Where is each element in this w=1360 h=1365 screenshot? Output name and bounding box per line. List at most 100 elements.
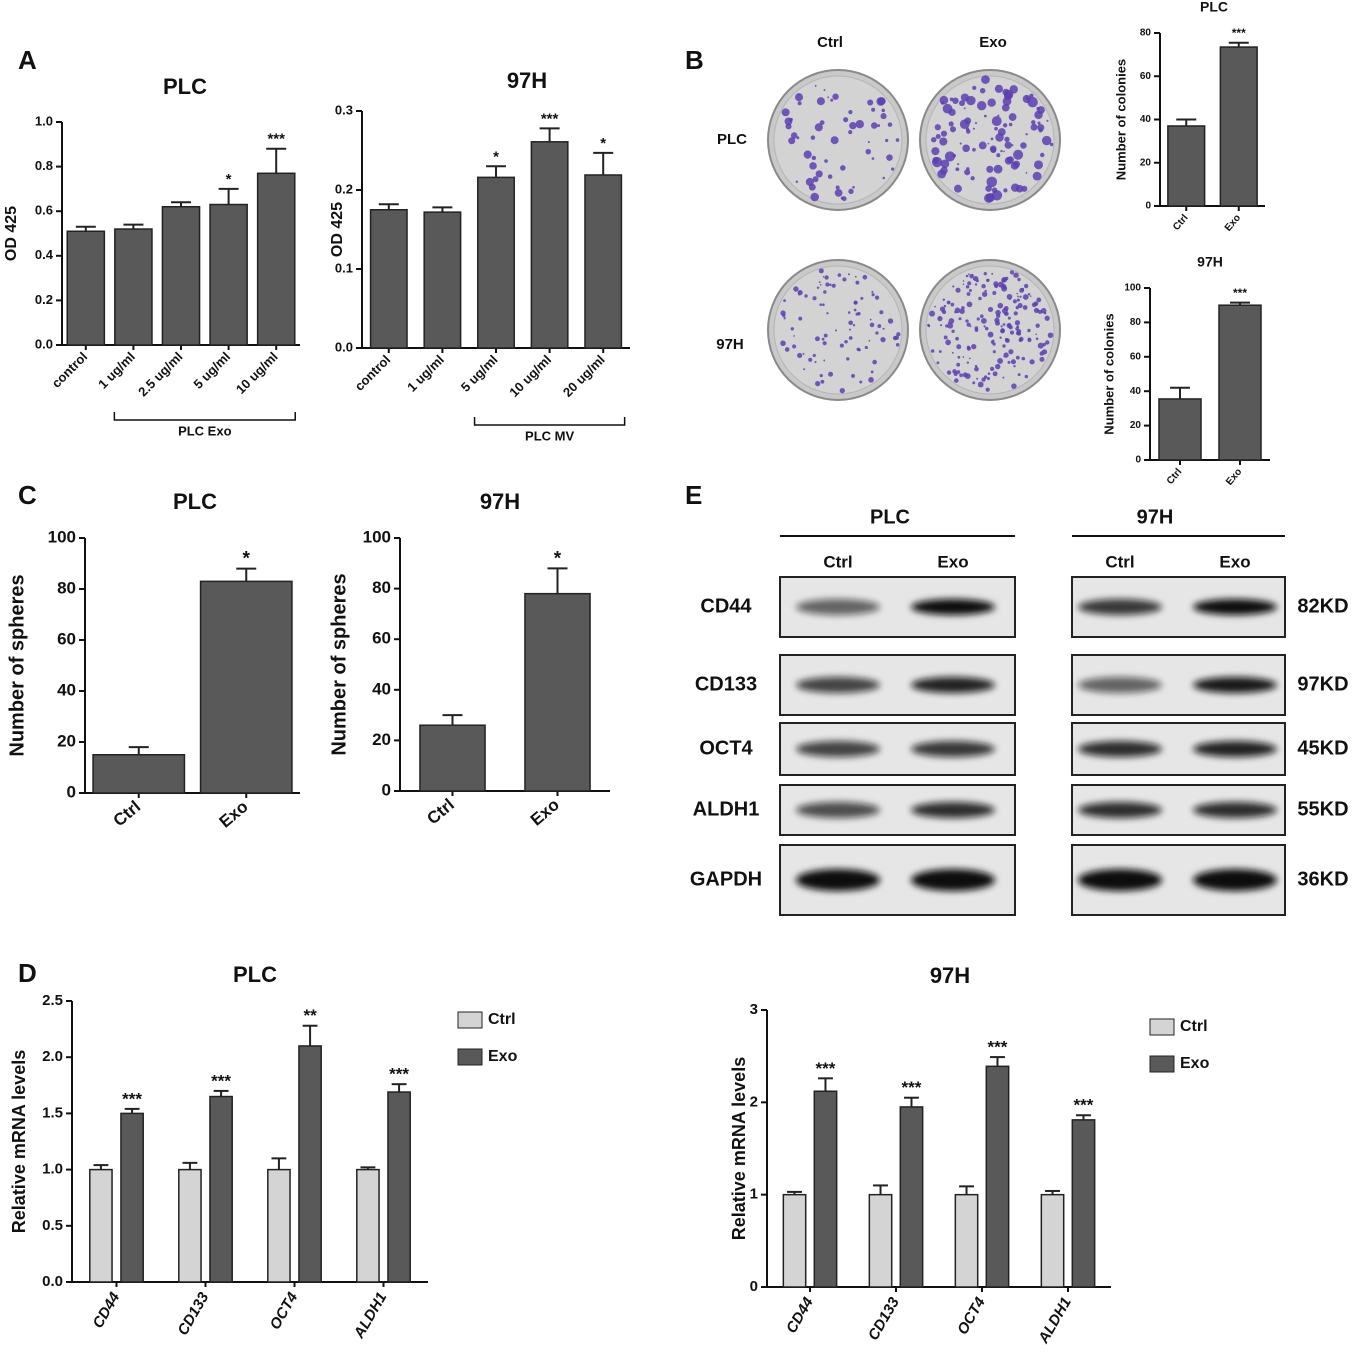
colony [1000,149,1003,153]
y-tick-label: 20 [372,730,391,749]
molecular-weight: 36KD [1297,868,1348,890]
colony [991,272,994,275]
colony [1035,333,1038,336]
colony [965,127,970,131]
colony [790,132,798,139]
colony [798,293,801,296]
y-tick-label: 0.6 [35,203,53,218]
colony [811,155,817,161]
error-bar [1230,301,1250,306]
colony [802,352,805,355]
significance: *** [988,1038,1008,1057]
bar [387,1091,411,1283]
colony [987,372,991,375]
colony [848,188,854,194]
colony [938,350,942,353]
colony [783,299,786,303]
colony [966,95,976,106]
colony [929,310,935,317]
colony [994,126,998,131]
colony [1012,299,1017,304]
y-tick-label: 0.8 [35,158,53,173]
bar [369,209,408,349]
error-bar [236,567,257,582]
colony [986,176,998,188]
blot-band [796,741,880,757]
colony [999,336,1002,339]
colony [1010,359,1016,365]
colony [995,320,1000,326]
colony [1040,152,1045,158]
colony [985,185,992,192]
colony [872,359,877,365]
colony [954,310,957,314]
colony [1017,373,1021,377]
colony [964,373,971,380]
colony [1003,89,1014,100]
colony [963,107,966,110]
panel-label: B [685,45,704,75]
error-bar [182,1161,198,1170]
error-bar [218,187,239,205]
y-tick-label: 60 [57,629,76,648]
significance: * [600,135,606,152]
y-axis-label: Number of colonies [1113,59,1128,180]
bar [161,205,201,346]
colony [1037,121,1041,125]
colony [1004,312,1009,316]
colony [927,323,930,327]
colony [973,275,979,282]
colony [815,381,821,387]
colony [781,108,790,117]
colony [1004,338,1009,342]
colony [853,300,858,305]
colony [864,345,868,350]
colony [798,316,803,321]
colony [871,290,874,293]
colony [812,296,817,301]
colony [1024,374,1029,379]
colony [931,147,940,156]
colony [1000,328,1005,334]
y-tick-label: 0.3 [335,102,353,117]
colony [997,114,1000,117]
colony [952,285,955,288]
colony [962,356,965,358]
colony [930,349,935,353]
colony [796,136,800,140]
colony [1036,297,1042,303]
colony [997,302,1004,309]
colony [989,145,997,153]
blot-band [911,869,995,891]
colony [871,107,876,112]
colony [955,167,960,172]
error-bar [213,1089,229,1097]
panel-label: D [18,958,37,988]
colony [853,308,857,312]
colony [962,283,965,286]
colony [854,275,857,278]
colony [857,311,861,316]
error-bar [1170,386,1190,399]
blot-band [1193,599,1277,615]
colony [1015,355,1020,360]
colony [1022,305,1028,310]
colony [797,352,803,359]
panel-label: A [18,45,37,75]
colony [1011,383,1017,389]
colony [1033,307,1040,314]
y-tick-label: 80 [1140,28,1152,39]
colony [968,357,971,360]
colony [1035,323,1040,328]
protein-label: OCT4 [699,737,753,759]
colony [981,75,990,84]
y-tick-label: 40 [1130,386,1142,397]
colony [964,169,971,176]
chart-title: 97H [1197,254,1223,270]
colony [783,317,786,320]
colony [1027,293,1031,296]
colony [1013,364,1016,368]
colony [881,108,886,113]
colony [955,336,959,341]
y-tick-label: 80 [57,578,76,597]
